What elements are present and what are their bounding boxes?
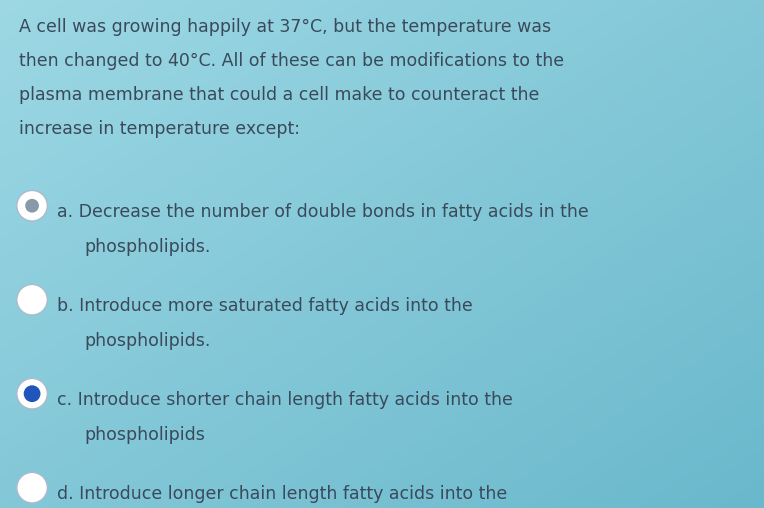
Text: A cell was growing happily at 37°C, but the temperature was: A cell was growing happily at 37°C, but … xyxy=(19,18,551,36)
Text: a. Decrease the number of double bonds in fatty acids in the: a. Decrease the number of double bonds i… xyxy=(57,203,589,221)
Ellipse shape xyxy=(17,284,47,315)
Ellipse shape xyxy=(25,199,39,213)
Text: d. Introduce longer chain length fatty acids into the: d. Introduce longer chain length fatty a… xyxy=(57,485,507,503)
Text: plasma membrane that could a cell make to counteract the: plasma membrane that could a cell make t… xyxy=(19,86,539,104)
Text: phospholipids.: phospholipids. xyxy=(84,238,210,256)
Text: c. Introduce shorter chain length fatty acids into the: c. Introduce shorter chain length fatty … xyxy=(57,391,513,409)
Text: increase in temperature except:: increase in temperature except: xyxy=(19,120,300,138)
Text: phospholipids.: phospholipids. xyxy=(84,332,210,350)
Ellipse shape xyxy=(24,385,40,402)
Ellipse shape xyxy=(17,472,47,503)
Text: b. Introduce more saturated fatty acids into the: b. Introduce more saturated fatty acids … xyxy=(57,297,473,315)
Ellipse shape xyxy=(17,378,47,409)
Text: phospholipids: phospholipids xyxy=(84,426,205,443)
Text: then changed to 40°C. All of these can be modifications to the: then changed to 40°C. All of these can b… xyxy=(19,52,565,70)
Ellipse shape xyxy=(17,190,47,221)
